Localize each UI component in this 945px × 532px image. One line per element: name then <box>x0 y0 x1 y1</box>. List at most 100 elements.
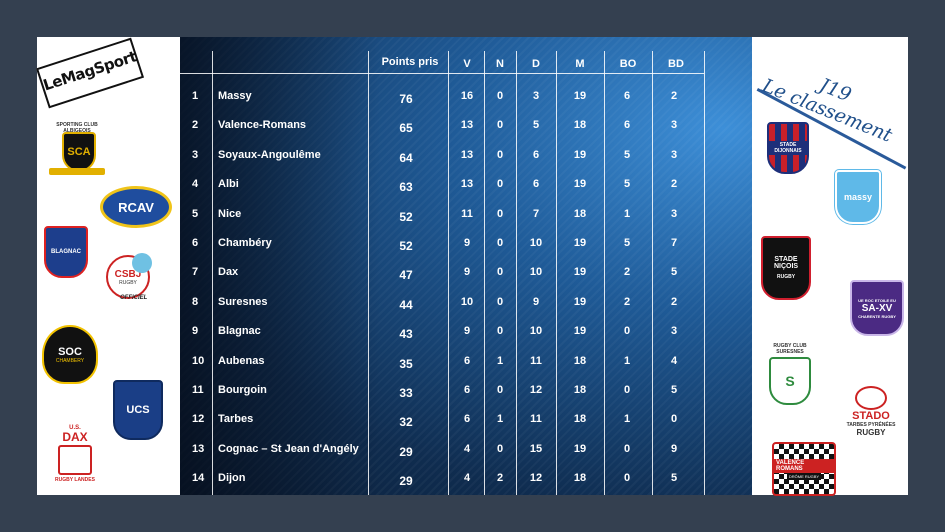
pos-cell: 4 <box>192 178 199 191</box>
losses-cell: 10 <box>529 325 543 338</box>
wins-cell: 10 <box>460 295 474 308</box>
team-cell: Tarbes <box>218 413 254 426</box>
header-n: N <box>496 58 504 70</box>
points-cell: 63 <box>399 180 413 195</box>
points-cell: 44 <box>399 297 413 312</box>
matches-cell: 18 <box>573 384 587 396</box>
points-cell: 47 <box>399 268 413 283</box>
losses-cell: 10 <box>529 266 543 279</box>
team-cell: Chambéry <box>218 237 272 249</box>
col-divider-team <box>368 51 369 495</box>
csbj-wave-icon <box>132 253 152 273</box>
wins-cell: 16 <box>460 90 474 102</box>
wins-cell: 6 <box>463 354 471 367</box>
valence-romans-logo: VALENCE ROMANS DRÔME RUGBY <box>772 442 836 496</box>
wins-cell: 13 <box>460 178 474 191</box>
stado-tarbes-logo: STADO TARBES PYRÉNÉES RUGBY <box>843 386 899 448</box>
soc-sub: CHAMBERY <box>55 357 85 364</box>
wins-cell: 4 <box>463 472 471 485</box>
bonus-off-cell: 0 <box>623 325 631 338</box>
wins-cell: 13 <box>460 148 474 161</box>
wins-cell: 13 <box>460 119 474 132</box>
matches-cell: 19 <box>573 325 587 338</box>
points-cell: 65 <box>399 121 413 136</box>
soc-chambery-logo: SOC CHAMBERY <box>42 325 98 384</box>
saxv-top: UE ROC ETOILE EU <box>858 297 896 303</box>
stade-dijonnais-logo: STADE DIJONNAIS <box>767 122 809 174</box>
col-divider-bd <box>704 51 705 495</box>
col-divider-v <box>484 51 485 495</box>
points-cell: 64 <box>399 150 413 165</box>
team-cell: Bourgoin <box>218 384 267 396</box>
losses-cell: 12 <box>529 384 543 396</box>
team-cell: Valence-Romans <box>218 119 307 132</box>
losses-cell: 6 <box>532 148 540 161</box>
losses-cell: 11 <box>530 413 542 426</box>
matches-cell: 19 <box>573 442 587 455</box>
dax-sub: RUGBY LANDES <box>55 477 95 483</box>
massy-logo: massy <box>835 170 881 224</box>
pos-cell: 13 <box>192 442 205 455</box>
csbj-logo: CSBJ RUGBY OFFICIEL <box>104 253 156 305</box>
wins-cell: 11 <box>461 207 473 220</box>
bonus-def-cell: 3 <box>670 207 678 220</box>
rcav-text: RCAV <box>118 199 154 215</box>
csbj-sub: RUGBY <box>119 279 137 286</box>
pos-cell: 5 <box>192 207 199 220</box>
points-cell: 35 <box>399 356 413 371</box>
pos-cell: 7 <box>192 266 199 279</box>
draws-cell: 2 <box>496 472 504 485</box>
matches-cell: 19 <box>573 295 587 308</box>
blagnac-text: BLAGNAC <box>51 249 81 255</box>
dax-logo: U.S. DAX RUGBY LANDES <box>50 425 100 487</box>
header-bo: BO <box>619 58 637 70</box>
points-cell: 52 <box>399 209 413 224</box>
team-cell: Suresnes <box>218 295 268 308</box>
col-divider-n <box>516 51 517 495</box>
bonus-def-cell: 2 <box>670 90 678 102</box>
matches-cell: 18 <box>573 472 587 485</box>
header-points: Points pris <box>381 56 439 68</box>
matches-cell: 19 <box>573 266 587 279</box>
nice-text: STADE NIÇOIS <box>773 256 799 270</box>
pos-cell: 9 <box>192 325 199 338</box>
losses-cell: 7 <box>532 207 540 220</box>
wins-cell: 6 <box>463 384 471 396</box>
losses-cell: 12 <box>529 472 543 485</box>
losses-cell: 15 <box>529 442 543 455</box>
bonus-def-cell: 0 <box>670 413 678 426</box>
draws-cell: 0 <box>496 178 504 191</box>
draws-cell: 0 <box>496 295 504 308</box>
wins-cell: 9 <box>463 266 471 279</box>
pos-cell: 8 <box>192 295 199 308</box>
losses-cell: 10 <box>529 237 543 249</box>
dijon-text: STADE DIJONNAIS <box>769 141 807 155</box>
ucs-text: UCS <box>126 404 150 416</box>
stado-rugby: RUGBY <box>856 428 886 437</box>
draws-cell: 0 <box>496 266 504 279</box>
header-divider <box>180 73 704 74</box>
bonus-def-cell: 5 <box>670 384 678 396</box>
losses-cell: 6 <box>532 178 540 191</box>
bonus-def-cell: 2 <box>670 295 678 308</box>
draws-cell: 0 <box>496 442 504 455</box>
losses-cell: 11 <box>530 354 542 367</box>
header-bd: BD <box>668 58 684 70</box>
points-cell: 32 <box>399 415 413 430</box>
losses-cell: 5 <box>532 119 540 132</box>
pos-cell: 10 <box>192 354 205 367</box>
bonus-off-cell: 1 <box>623 207 631 220</box>
draws-cell: 0 <box>496 119 504 132</box>
bonus-off-cell: 1 <box>623 413 631 426</box>
matches-cell: 19 <box>573 178 587 191</box>
bonus-def-cell: 3 <box>670 148 678 161</box>
bonus-def-cell: 5 <box>670 472 678 485</box>
draws-cell: 0 <box>496 90 504 102</box>
pos-cell: 3 <box>192 148 199 161</box>
points-cell: 52 <box>399 239 413 253</box>
draws-cell: 0 <box>496 237 504 249</box>
bonus-def-cell: 7 <box>670 237 678 249</box>
header-v: V <box>463 58 471 70</box>
draws-cell: 0 <box>496 325 504 338</box>
suresnes-shield: S <box>769 357 811 405</box>
